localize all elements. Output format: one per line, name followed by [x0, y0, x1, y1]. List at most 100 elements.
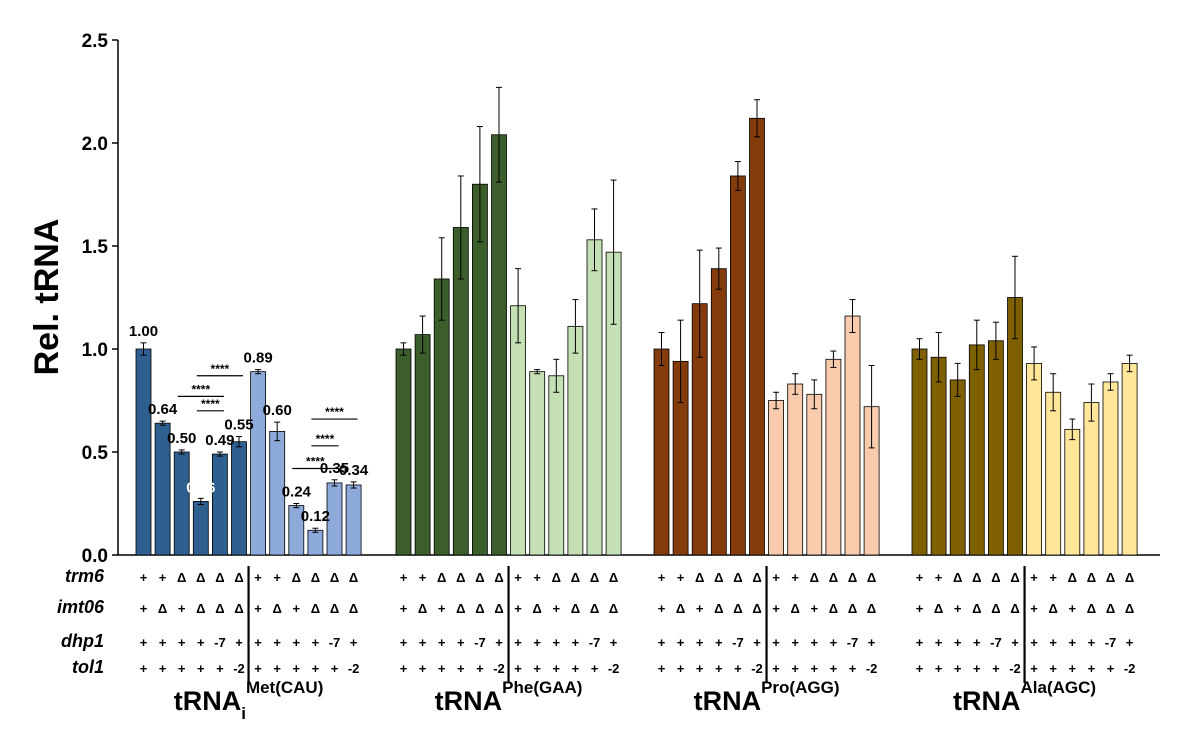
genotype-cell: + — [216, 661, 224, 676]
genotype-cell: Δ — [714, 601, 723, 616]
bar — [211, 453, 228, 556]
genotype-cell: + — [696, 601, 704, 616]
genotype-cell: + — [849, 661, 857, 676]
genotype-cell: + — [868, 635, 876, 650]
y-tick-label: 2.5 — [82, 31, 109, 52]
bar — [1064, 428, 1081, 556]
genotype-cell: + — [830, 661, 838, 676]
bar — [710, 268, 727, 556]
genotype-cell: Δ — [733, 601, 742, 616]
genotype-cell: Δ — [810, 570, 819, 585]
bar — [567, 325, 584, 556]
bar-value-label: 0.49 — [205, 432, 234, 449]
genotype-cell: Δ — [829, 570, 838, 585]
genotype-cell: Δ — [196, 601, 205, 616]
genotype-cell: + — [400, 661, 408, 676]
bar — [844, 315, 861, 556]
significance-label: **** — [306, 454, 325, 468]
genotype-cell: Δ — [791, 601, 800, 616]
genotype-cell: + — [1030, 661, 1038, 676]
bar-value-label: 0.12 — [301, 508, 330, 525]
y-tick-label: 0.5 — [82, 443, 109, 464]
bar — [1102, 381, 1119, 556]
significance-label: **** — [316, 432, 335, 446]
genotype-cell: + — [553, 635, 561, 650]
genotype-cell: + — [1011, 635, 1019, 650]
genotype-cell: + — [400, 570, 408, 585]
genotype-cell: Δ — [714, 570, 723, 585]
genotype-cell: Δ — [590, 570, 599, 585]
genotype-cell: Δ — [752, 570, 761, 585]
genotype-cell: -7 — [847, 635, 859, 650]
genotype-cell: + — [1126, 635, 1134, 650]
genotype-cell: + — [591, 661, 599, 676]
genotype-cell: + — [715, 661, 723, 676]
genotype-cell: -7 — [329, 635, 341, 650]
genotype-cell: + — [1049, 635, 1057, 650]
genotype-cell: + — [1069, 635, 1077, 650]
genotype-cell: + — [312, 661, 320, 676]
genotype-cell: + — [811, 601, 819, 616]
genotype-cell: Δ — [330, 601, 339, 616]
genotype-cell: Δ — [533, 601, 542, 616]
genotype-cell: + — [992, 661, 1000, 676]
genotype-cell: + — [533, 570, 541, 585]
genotype-cell: Δ — [292, 570, 301, 585]
bar — [395, 348, 412, 556]
y-tick-label: 1.5 — [82, 237, 109, 258]
bar — [806, 393, 823, 556]
genotype-cell: + — [293, 601, 301, 616]
genotype-cell: + — [140, 570, 148, 585]
bar — [988, 340, 1004, 556]
genotype-cell: + — [331, 661, 339, 676]
genotype-cell: Δ — [215, 601, 224, 616]
genotype-cell: + — [254, 570, 262, 585]
genotype-cell: + — [658, 661, 666, 676]
genotype-cell: Δ — [552, 570, 561, 585]
genotype-cell: Δ — [571, 601, 580, 616]
bar — [307, 529, 324, 556]
bar — [768, 400, 784, 556]
genotype-cell: Δ — [330, 570, 339, 585]
genotype-cell: Δ — [1068, 570, 1077, 585]
genotype-cell: + — [254, 601, 262, 616]
genotype-cell: Δ — [972, 570, 981, 585]
genotype-cell: + — [572, 661, 580, 676]
genotype-cell: + — [1088, 661, 1096, 676]
genotype-cell: Δ — [1106, 570, 1115, 585]
genotype-cell: + — [159, 661, 167, 676]
bar-value-label: 0.89 — [243, 350, 272, 367]
genotype-cell: + — [254, 635, 262, 650]
genotype-cell: Δ — [1087, 601, 1096, 616]
genotype-cell: + — [159, 635, 167, 650]
bar — [548, 375, 565, 556]
bar — [250, 371, 267, 556]
genotype-cell: -2 — [1009, 661, 1021, 676]
genotype-cell: Δ — [848, 570, 857, 585]
bar — [1121, 363, 1138, 556]
genotype-cell: + — [514, 570, 522, 585]
genotype-cell: + — [916, 570, 924, 585]
bar — [192, 501, 209, 556]
genotype-cell: + — [753, 635, 761, 650]
genotype-cell: Δ — [867, 570, 876, 585]
genotype-cell: + — [715, 635, 723, 650]
genotype-cell: + — [140, 635, 148, 650]
genotype-cell: + — [400, 635, 408, 650]
genotype-cell: + — [197, 635, 205, 650]
bar — [968, 344, 985, 556]
genotype-cell: + — [235, 635, 243, 650]
genotype-cell: Δ — [311, 601, 320, 616]
genotype-cell: -2 — [233, 661, 245, 676]
genotype-cell: + — [1030, 601, 1038, 616]
genotype-cell: Δ — [311, 570, 320, 585]
bar — [173, 451, 190, 556]
annotations-layer: 1.00 0.64 0.50 0.26 0.490.55 0.89 0.60 0.24 0.12… — [129, 323, 369, 525]
bar — [749, 117, 765, 556]
genotype-cell: -2 — [1124, 661, 1136, 676]
genotype-row-name: dhp1 — [61, 631, 104, 651]
genotype-cell: + — [419, 635, 427, 650]
genotype-cell: Δ — [1010, 570, 1019, 585]
genotype-cell: + — [696, 661, 704, 676]
y-tick-label: 2.0 — [82, 134, 108, 155]
